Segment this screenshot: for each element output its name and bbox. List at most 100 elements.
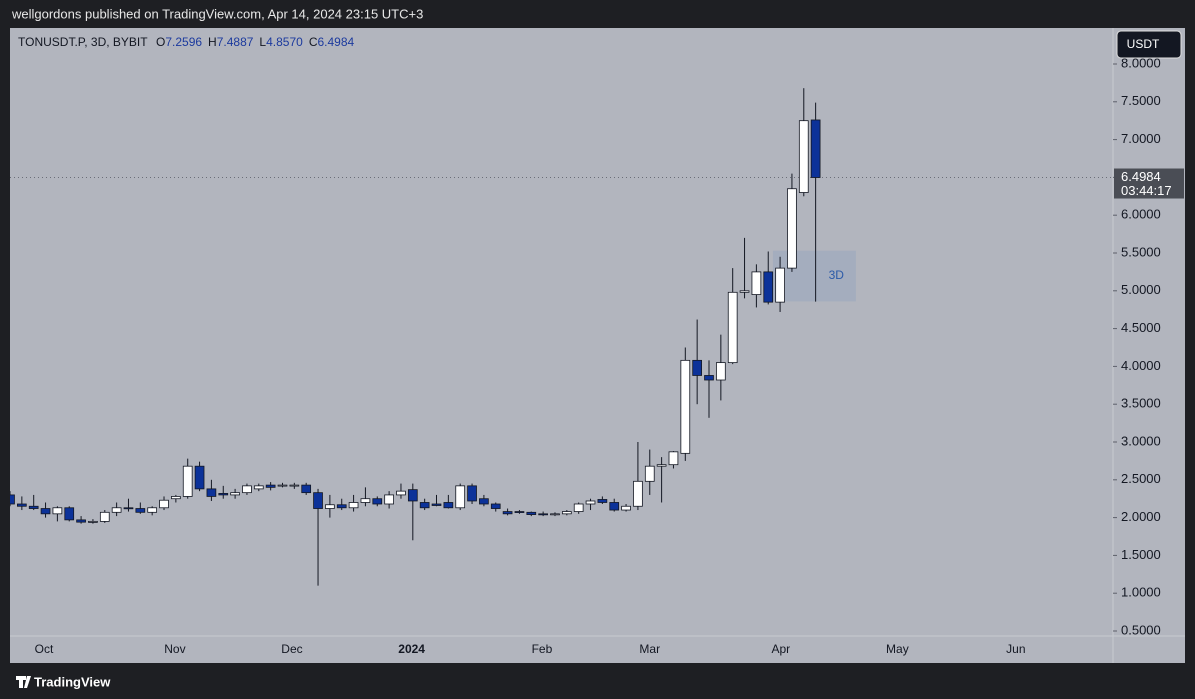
- countdown-label: 03:44:17: [1121, 183, 1172, 198]
- candle-body: [10, 494, 15, 505]
- candle-body: [467, 485, 477, 502]
- candle-body: [111, 507, 122, 513]
- candle-body: [561, 511, 572, 515]
- candle-body: [88, 520, 98, 523]
- candle-body: [277, 484, 288, 487]
- y-tick-label: 6.0000: [1121, 207, 1161, 222]
- y-tick-label: 5.5000: [1121, 244, 1161, 259]
- y-tick-label: 7.5000: [1121, 93, 1161, 108]
- y-tick-label: 8.0000: [1121, 55, 1161, 70]
- candle-body: [443, 502, 454, 509]
- candle-body: [455, 485, 466, 509]
- x-tick-label: Oct: [35, 642, 54, 656]
- candle-body: [538, 513, 548, 516]
- candle-body: [644, 465, 655, 482]
- candle-body: [621, 505, 631, 511]
- candle-body: [573, 503, 584, 512]
- legend-value: 7.2596: [165, 35, 202, 49]
- candle-body: [348, 502, 359, 509]
- candle-body: [419, 502, 430, 509]
- candle-body: [704, 375, 714, 381]
- zone-box: [772, 250, 856, 302]
- candle-body: [479, 498, 489, 505]
- candle-body: [230, 492, 240, 496]
- candle-body: [787, 188, 797, 269]
- candle-body: [763, 271, 774, 303]
- legend-value: 6.4984: [317, 35, 354, 49]
- candle-body: [64, 507, 75, 521]
- candle-body: [597, 499, 608, 503]
- candle-body: [810, 119, 821, 178]
- candle-body: [716, 362, 726, 381]
- candle-body: [360, 498, 371, 503]
- y-tick-label: 1.5000: [1121, 547, 1161, 562]
- candle-body: [396, 490, 406, 496]
- candle-body: [218, 493, 229, 496]
- candle-body: [289, 484, 300, 487]
- y-tick-label: 4.0000: [1121, 358, 1161, 373]
- candle-body: [135, 508, 146, 513]
- y-tick-label: 1.0000: [1121, 585, 1161, 600]
- candle-body: [28, 505, 39, 509]
- candle-body: [123, 507, 134, 510]
- candle-body: [171, 496, 181, 500]
- candle-body: [609, 502, 620, 511]
- candle-body: [668, 451, 679, 466]
- legend-value: 7.4887: [217, 35, 254, 49]
- candle-body: [17, 503, 27, 507]
- x-tick-label: Mar: [639, 642, 660, 656]
- x-tick-label: Feb: [532, 642, 553, 656]
- candle-body: [325, 504, 335, 509]
- last-price-label: 6.4984: [1121, 169, 1161, 184]
- candle-body: [550, 513, 560, 516]
- legend-key: H: [208, 35, 217, 49]
- y-tick-label: 2.5000: [1121, 471, 1161, 486]
- candle-body: [52, 507, 63, 515]
- last-price-box: [1114, 168, 1184, 199]
- symbol-title: TONUSDT.P, 3D, BYBIT: [18, 35, 148, 49]
- candle-body: [301, 484, 312, 494]
- x-tick-label: Apr: [771, 642, 790, 656]
- y-tick-label: 7.0000: [1121, 131, 1161, 146]
- candle-body: [727, 291, 738, 364]
- candle-body: [526, 511, 537, 515]
- legend-key: O: [156, 35, 165, 49]
- candle-body: [182, 465, 193, 497]
- y-tick-label: 3.5000: [1121, 396, 1161, 411]
- candle-body: [656, 464, 667, 467]
- y-tick-label: 2.0000: [1121, 509, 1161, 524]
- candle-body: [514, 511, 525, 513]
- y-tick-label: 3.0000: [1121, 433, 1161, 448]
- publisher-header: wellgordons published on TradingView.com…: [11, 6, 423, 21]
- candle-body: [76, 519, 86, 523]
- candle-body: [431, 503, 442, 506]
- candle-body: [159, 499, 169, 509]
- currency-label[interactable]: USDT: [1127, 37, 1160, 51]
- zone-label: 3D: [829, 268, 845, 282]
- candle-body: [692, 359, 702, 376]
- candle-body: [336, 504, 347, 509]
- candle-body: [147, 507, 158, 513]
- candle-body: [384, 494, 394, 505]
- y-tick-label: 0.5000: [1121, 622, 1161, 637]
- candle-body: [242, 485, 252, 494]
- candle-body: [585, 500, 596, 505]
- candle-body: [253, 485, 264, 490]
- candle-body: [194, 465, 205, 490]
- candle-body: [680, 359, 691, 454]
- candle-body: [99, 511, 110, 522]
- ohlc-legend: O7.2596 H7.4887 L4.8570 C6.4984: [156, 35, 355, 49]
- x-tick-label: 2024: [398, 642, 425, 656]
- candle-body: [206, 488, 217, 497]
- candle-body: [372, 498, 383, 505]
- x-tick-label: Jun: [1006, 642, 1025, 656]
- currency-button[interactable]: [1116, 30, 1182, 59]
- y-tick-label: 5.0000: [1121, 282, 1161, 297]
- chart-area: [10, 28, 1185, 663]
- candle-body: [739, 290, 750, 293]
- y-tick-label: 4.5000: [1121, 320, 1161, 335]
- candle-body: [633, 480, 643, 507]
- candle-body: [407, 489, 418, 502]
